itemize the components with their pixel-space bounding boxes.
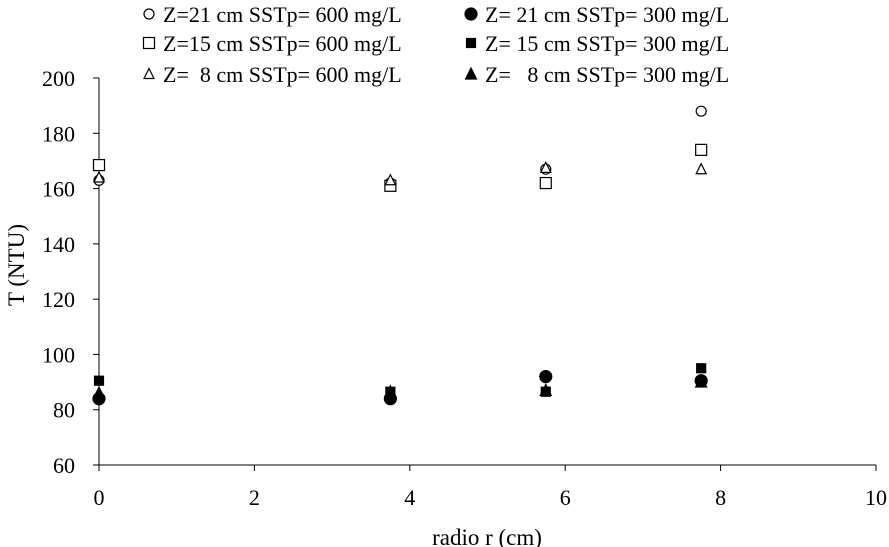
- x-tick-label: 0: [94, 485, 105, 510]
- series-5: [93, 160, 708, 186]
- data-point: [93, 375, 105, 386]
- series-6: [92, 374, 708, 399]
- y-ticks: 60 80 100 120 140 160 180 200: [42, 66, 99, 478]
- data-points: [92, 105, 708, 406]
- series-3: [92, 143, 708, 192]
- legend-marker: [464, 66, 478, 80]
- legend-item: Z= 8 cm SSTp= 300 mg/L: [464, 62, 729, 87]
- series-2: [92, 369, 708, 406]
- data-point: [93, 170, 105, 183]
- data-point: [695, 105, 707, 117]
- legend-item: Z= 15 cm SSTp= 300 mg/L: [465, 31, 729, 56]
- legend-item: Z=21 cm SSTp= 600 mg/L: [143, 2, 402, 27]
- axes: [98, 78, 876, 466]
- data-point: [695, 162, 708, 175]
- data-point: [383, 384, 397, 398]
- legend-label: Z= 8 cm SSTp= 300 mg/L: [485, 62, 729, 87]
- legend-item: Z=15 cm SSTp= 600 mg/L: [142, 31, 402, 56]
- y-tick-label: 100: [42, 342, 75, 367]
- data-point: [539, 383, 553, 396]
- x-tick-label: 6: [560, 485, 571, 510]
- data-point: [92, 158, 106, 172]
- data-point: [384, 173, 397, 186]
- x-tick-label: 4: [404, 485, 415, 510]
- legend-label: Z=21 cm SSTp= 600 mg/L: [163, 2, 402, 27]
- y-tick-label: 140: [42, 232, 75, 257]
- legend-label: Z= 21 cm SSTp= 300 mg/L: [485, 2, 729, 27]
- legend-item: Z= 21 cm SSTp= 300 mg/L: [464, 2, 729, 27]
- x-ticks: 0 2 4 6 8 10: [94, 465, 887, 510]
- legend-label: Z= 8 cm SSTp= 600 mg/L: [163, 62, 402, 87]
- y-tick-label: 200: [42, 66, 75, 91]
- data-point: [539, 369, 553, 384]
- legend-item: Z= 8 cm SSTp= 600 mg/L: [143, 62, 402, 87]
- legend-marker: [143, 8, 155, 20]
- data-point: [539, 176, 552, 190]
- legend-label: Z=15 cm SSTp= 600 mg/L: [163, 31, 402, 56]
- data-point: [539, 160, 552, 173]
- y-tick-label: 120: [42, 287, 75, 312]
- y-tick-label: 80: [53, 398, 75, 423]
- legend-marker: [143, 67, 155, 80]
- data-point: [695, 143, 708, 156]
- legend-marker: [464, 7, 478, 21]
- y-tick-label: 60: [53, 453, 75, 478]
- series-1: [93, 105, 707, 189]
- x-tick-label: 2: [249, 485, 260, 510]
- legend-label: Z= 15 cm SSTp= 300 mg/L: [485, 31, 729, 56]
- y-tick-label: 180: [42, 121, 75, 146]
- y-axis-label: T (NTU): [4, 224, 29, 306]
- data-point: [92, 385, 106, 399]
- x-axis-label: radio r (cm): [432, 525, 542, 547]
- legend: Z=21 cm SSTp= 600 mg/L Z= 21 cm SSTp= 300…: [142, 2, 729, 87]
- data-point: [694, 374, 708, 388]
- x-tick-label: 8: [715, 485, 726, 510]
- legend-marker: [465, 37, 477, 49]
- series-4: [93, 363, 707, 397]
- data-point: [696, 363, 707, 374]
- y-tick-label: 160: [42, 177, 75, 202]
- legend-marker: [142, 36, 156, 50]
- x-tick-label: 10: [865, 485, 887, 510]
